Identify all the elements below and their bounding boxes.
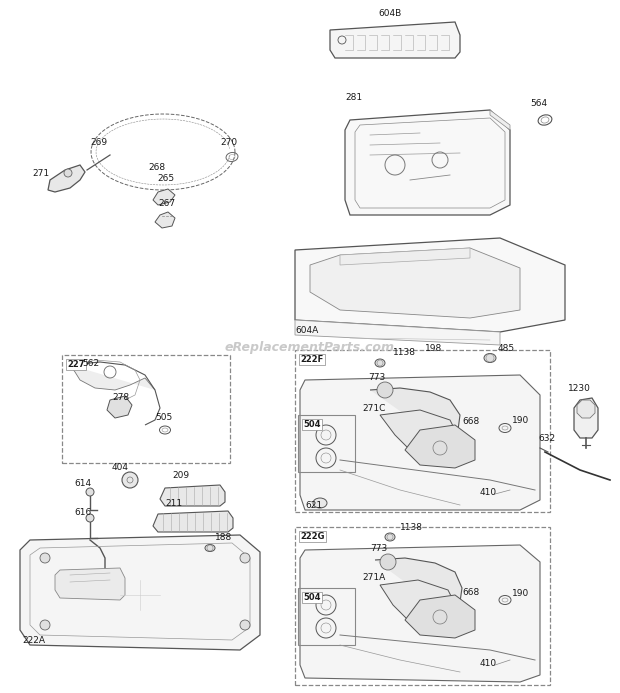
Text: 1138: 1138 bbox=[400, 523, 423, 532]
Text: 222G: 222G bbox=[300, 532, 324, 541]
Text: 410: 410 bbox=[480, 488, 497, 497]
Circle shape bbox=[40, 620, 50, 630]
Polygon shape bbox=[160, 485, 225, 506]
Text: 209: 209 bbox=[172, 471, 189, 480]
Text: 621: 621 bbox=[305, 501, 322, 510]
Text: 267: 267 bbox=[158, 199, 175, 208]
Polygon shape bbox=[153, 189, 175, 205]
Polygon shape bbox=[300, 545, 540, 682]
Circle shape bbox=[86, 514, 94, 522]
Text: 278: 278 bbox=[112, 393, 129, 402]
Text: 410: 410 bbox=[480, 659, 497, 668]
Polygon shape bbox=[345, 110, 510, 215]
Text: 668: 668 bbox=[462, 417, 479, 426]
Bar bbox=[298, 415, 355, 472]
Bar bbox=[295, 527, 550, 685]
Text: 222A: 222A bbox=[22, 636, 45, 645]
Circle shape bbox=[122, 472, 138, 488]
Polygon shape bbox=[310, 248, 520, 318]
Text: 604B: 604B bbox=[378, 9, 402, 18]
Text: 270: 270 bbox=[220, 138, 237, 147]
Polygon shape bbox=[380, 580, 458, 628]
Text: eReplacementParts.com: eReplacementParts.com bbox=[225, 342, 395, 355]
Text: 604A: 604A bbox=[295, 326, 318, 335]
Polygon shape bbox=[295, 238, 565, 332]
Polygon shape bbox=[577, 400, 595, 418]
Circle shape bbox=[377, 382, 393, 398]
Polygon shape bbox=[70, 365, 155, 390]
Text: 485: 485 bbox=[498, 344, 515, 353]
Text: 564: 564 bbox=[530, 99, 547, 108]
Text: 268: 268 bbox=[148, 163, 165, 172]
Text: 1138: 1138 bbox=[393, 348, 416, 357]
Bar bbox=[62, 355, 230, 463]
Text: 190: 190 bbox=[512, 416, 529, 425]
Ellipse shape bbox=[385, 533, 395, 541]
Polygon shape bbox=[405, 425, 475, 468]
Polygon shape bbox=[490, 110, 510, 130]
Polygon shape bbox=[340, 248, 470, 265]
Text: 505: 505 bbox=[155, 413, 172, 422]
Circle shape bbox=[64, 169, 72, 177]
Polygon shape bbox=[405, 595, 475, 638]
Text: 222F: 222F bbox=[300, 355, 323, 364]
Bar bbox=[298, 588, 355, 645]
Ellipse shape bbox=[375, 359, 385, 367]
Ellipse shape bbox=[205, 545, 215, 552]
Polygon shape bbox=[295, 320, 500, 345]
Polygon shape bbox=[370, 388, 460, 436]
Circle shape bbox=[380, 554, 396, 570]
Polygon shape bbox=[375, 558, 462, 607]
Polygon shape bbox=[380, 410, 460, 458]
Text: 188: 188 bbox=[215, 533, 232, 542]
Polygon shape bbox=[153, 511, 233, 532]
Text: 504: 504 bbox=[303, 420, 321, 429]
Text: 265: 265 bbox=[157, 174, 174, 183]
Text: 211: 211 bbox=[165, 499, 182, 508]
Circle shape bbox=[240, 620, 250, 630]
Text: 614: 614 bbox=[74, 479, 91, 488]
Text: 190: 190 bbox=[512, 589, 529, 598]
Circle shape bbox=[240, 553, 250, 563]
Text: 773: 773 bbox=[368, 373, 385, 382]
Ellipse shape bbox=[313, 498, 327, 508]
Polygon shape bbox=[55, 568, 125, 600]
Ellipse shape bbox=[484, 353, 496, 362]
Text: 269: 269 bbox=[90, 138, 107, 147]
Text: 227: 227 bbox=[67, 360, 84, 369]
Polygon shape bbox=[300, 375, 540, 510]
Text: 198: 198 bbox=[425, 344, 442, 353]
Text: 271C: 271C bbox=[362, 404, 386, 413]
Text: 271: 271 bbox=[32, 169, 49, 178]
Polygon shape bbox=[155, 212, 175, 228]
Polygon shape bbox=[48, 165, 85, 192]
Circle shape bbox=[40, 553, 50, 563]
Polygon shape bbox=[574, 398, 598, 438]
Text: 668: 668 bbox=[462, 588, 479, 597]
Text: 562: 562 bbox=[82, 359, 99, 368]
Polygon shape bbox=[330, 22, 460, 58]
Text: 504: 504 bbox=[303, 593, 321, 602]
Text: 632: 632 bbox=[538, 434, 555, 443]
Text: 773: 773 bbox=[370, 544, 388, 553]
Text: 271A: 271A bbox=[362, 573, 385, 582]
Polygon shape bbox=[107, 396, 132, 418]
Bar bbox=[295, 350, 550, 512]
Text: 1230: 1230 bbox=[568, 384, 591, 393]
Polygon shape bbox=[20, 535, 260, 650]
Text: 404: 404 bbox=[112, 463, 129, 472]
Text: 616: 616 bbox=[74, 508, 91, 517]
Text: 281: 281 bbox=[345, 93, 362, 102]
Circle shape bbox=[86, 488, 94, 496]
